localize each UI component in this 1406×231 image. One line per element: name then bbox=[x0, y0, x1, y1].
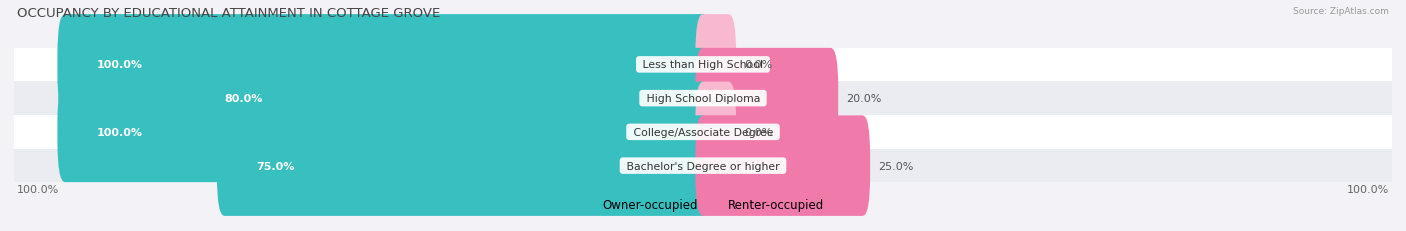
FancyBboxPatch shape bbox=[696, 82, 737, 182]
FancyBboxPatch shape bbox=[58, 82, 710, 182]
Text: 20.0%: 20.0% bbox=[846, 94, 882, 104]
Text: Source: ZipAtlas.com: Source: ZipAtlas.com bbox=[1294, 7, 1389, 16]
Text: 0.0%: 0.0% bbox=[744, 127, 773, 137]
Bar bbox=[14, 116, 1392, 149]
Text: 100.0%: 100.0% bbox=[17, 184, 59, 195]
Text: High School Diploma: High School Diploma bbox=[643, 94, 763, 104]
Text: 0.0%: 0.0% bbox=[744, 60, 773, 70]
Text: 100.0%: 100.0% bbox=[1347, 184, 1389, 195]
Text: Less than High School: Less than High School bbox=[640, 60, 766, 70]
Bar bbox=[14, 82, 1392, 116]
Text: 100.0%: 100.0% bbox=[97, 60, 143, 70]
FancyBboxPatch shape bbox=[58, 15, 710, 115]
Bar bbox=[14, 48, 1392, 82]
FancyBboxPatch shape bbox=[186, 49, 710, 149]
Text: OCCUPANCY BY EDUCATIONAL ATTAINMENT IN COTTAGE GROVE: OCCUPANCY BY EDUCATIONAL ATTAINMENT IN C… bbox=[17, 7, 440, 20]
Bar bbox=[14, 149, 1392, 183]
Text: 80.0%: 80.0% bbox=[225, 94, 263, 104]
FancyBboxPatch shape bbox=[696, 116, 870, 216]
Text: 75.0%: 75.0% bbox=[256, 161, 295, 171]
Text: 25.0%: 25.0% bbox=[879, 161, 914, 171]
FancyBboxPatch shape bbox=[696, 15, 737, 115]
Text: 100.0%: 100.0% bbox=[97, 127, 143, 137]
Legend: Owner-occupied, Renter-occupied: Owner-occupied, Renter-occupied bbox=[578, 194, 828, 216]
FancyBboxPatch shape bbox=[217, 116, 710, 216]
Text: Bachelor's Degree or higher: Bachelor's Degree or higher bbox=[623, 161, 783, 171]
Text: College/Associate Degree: College/Associate Degree bbox=[630, 127, 776, 137]
FancyBboxPatch shape bbox=[696, 49, 838, 149]
